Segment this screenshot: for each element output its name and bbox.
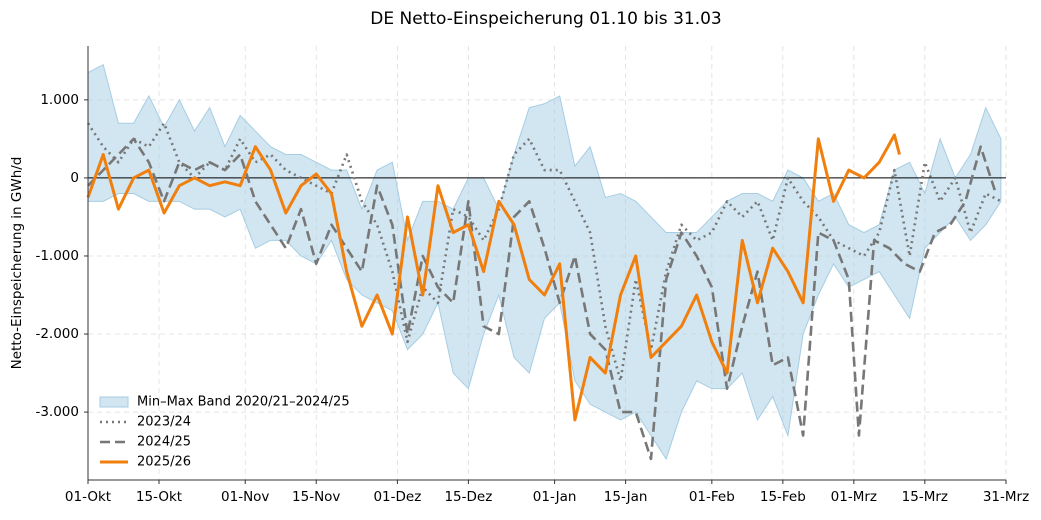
x-tick-label: 01-Mrz bbox=[831, 489, 877, 505]
legend-label: Min–Max Band 2020/21–2024/25 bbox=[137, 395, 350, 410]
y-tick-label: 1.000 bbox=[40, 92, 79, 108]
x-tick-label: 15-Mrz bbox=[902, 489, 948, 505]
y-tick-label: -2.000 bbox=[35, 326, 79, 342]
x-tick-label: 01-Jan bbox=[533, 489, 577, 505]
legend-label: 2023/24 bbox=[137, 415, 191, 430]
chart-title: DE Netto-Einspeicherung 01.10 bis 31.03 bbox=[370, 9, 722, 29]
x-tick-label: 01-Dez bbox=[373, 489, 421, 505]
x-tick-label: 01-Okt bbox=[65, 489, 111, 505]
series-line bbox=[86, 133, 901, 422]
series-line bbox=[86, 121, 1002, 383]
x-tick-label: 15-Jan bbox=[604, 489, 648, 505]
legend-label: 2025/26 bbox=[137, 455, 191, 470]
x-tick-label: 15-Okt bbox=[136, 489, 182, 505]
y-tick-label: 0 bbox=[70, 170, 79, 186]
x-tick-label: 01-Nov bbox=[221, 489, 269, 505]
x-tick-label: 15-Nov bbox=[292, 489, 340, 505]
y-tick-label: -1.000 bbox=[35, 248, 79, 264]
legend-label: 2024/25 bbox=[137, 435, 191, 450]
x-tick-label: 15-Feb bbox=[760, 489, 806, 505]
y-axis-label: Netto-Einspeicherung in GWh/d bbox=[9, 157, 25, 370]
y-tick-label: -3.000 bbox=[35, 404, 79, 420]
legend-swatch bbox=[99, 396, 129, 408]
x-tick-label: 15-Dez bbox=[444, 489, 492, 505]
x-tick-label: 31-Mrz bbox=[983, 489, 1029, 505]
x-tick-label: 01-Feb bbox=[689, 489, 735, 505]
